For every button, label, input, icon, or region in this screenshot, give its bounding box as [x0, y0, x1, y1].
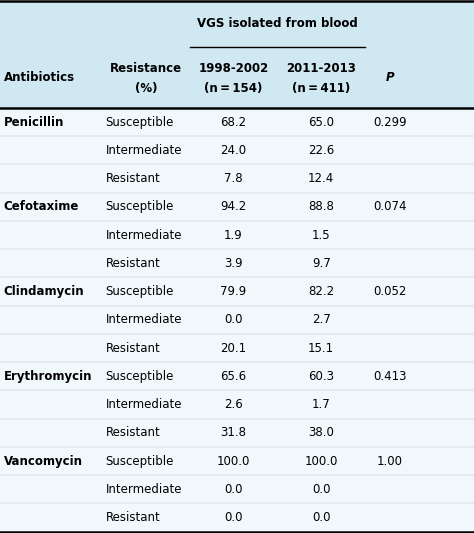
Bar: [0, 221, 474, 249]
Text: 88.8: 88.8: [308, 200, 334, 213]
Text: 82.2: 82.2: [308, 285, 334, 298]
Bar: [0, 1, 474, 108]
Text: 24.0: 24.0: [220, 144, 246, 157]
Text: 1.00: 1.00: [377, 455, 403, 467]
Text: 0.0: 0.0: [224, 313, 243, 326]
Text: Cefotaxime: Cefotaxime: [4, 200, 79, 213]
Bar: [0, 277, 474, 306]
Text: 31.8: 31.8: [220, 426, 246, 439]
Bar: [0, 192, 474, 221]
Text: Penicillin: Penicillin: [4, 116, 64, 128]
Text: 38.0: 38.0: [308, 426, 334, 439]
Text: Erythromycin: Erythromycin: [4, 370, 92, 383]
Text: 2.6: 2.6: [224, 398, 243, 411]
Text: 94.2: 94.2: [220, 200, 246, 213]
Text: (n = 154): (n = 154): [204, 83, 263, 95]
Text: 1.7: 1.7: [312, 398, 330, 411]
Text: 2011-2013: 2011-2013: [286, 62, 356, 75]
Text: Susceptible: Susceptible: [106, 285, 174, 298]
Text: 2.7: 2.7: [312, 313, 330, 326]
Bar: [0, 447, 474, 475]
Text: 1.5: 1.5: [312, 229, 330, 241]
Text: 1998-2002: 1998-2002: [198, 62, 269, 75]
Text: 0.052: 0.052: [373, 285, 407, 298]
Text: 0.074: 0.074: [373, 200, 407, 213]
Text: Intermediate: Intermediate: [106, 313, 182, 326]
Text: 7.8: 7.8: [224, 172, 243, 185]
Text: 22.6: 22.6: [308, 144, 334, 157]
Text: 12.4: 12.4: [308, 172, 334, 185]
Text: 3.9: 3.9: [224, 257, 243, 270]
Text: 20.1: 20.1: [220, 342, 246, 354]
Text: Intermediate: Intermediate: [106, 398, 182, 411]
Text: 100.0: 100.0: [304, 455, 338, 467]
Text: Resistance: Resistance: [109, 62, 182, 75]
Text: 0.0: 0.0: [312, 483, 330, 496]
Text: Clindamycin: Clindamycin: [4, 285, 84, 298]
Text: 65.6: 65.6: [220, 370, 246, 383]
Text: Resistant: Resistant: [106, 342, 161, 354]
Text: Intermediate: Intermediate: [106, 483, 182, 496]
Text: 15.1: 15.1: [308, 342, 334, 354]
Text: 79.9: 79.9: [220, 285, 246, 298]
Bar: [0, 136, 474, 164]
Bar: [0, 503, 474, 531]
Bar: [0, 334, 474, 362]
Text: Resistant: Resistant: [106, 172, 161, 185]
Text: Intermediate: Intermediate: [106, 144, 182, 157]
Text: 100.0: 100.0: [217, 455, 250, 467]
Text: 60.3: 60.3: [308, 370, 334, 383]
Text: 0.299: 0.299: [373, 116, 407, 128]
Text: Resistant: Resistant: [106, 426, 161, 439]
Bar: [0, 419, 474, 447]
Text: P: P: [385, 71, 394, 84]
Bar: [0, 249, 474, 277]
Text: Resistant: Resistant: [106, 511, 161, 524]
Text: 0.0: 0.0: [312, 511, 330, 524]
Text: 0.0: 0.0: [224, 483, 243, 496]
Text: Susceptible: Susceptible: [106, 116, 174, 128]
Bar: [0, 475, 474, 503]
Text: Vancomycin: Vancomycin: [4, 455, 83, 467]
Bar: [0, 164, 474, 193]
Text: 1.9: 1.9: [224, 229, 243, 241]
Text: VGS isolated from blood: VGS isolated from blood: [197, 18, 358, 30]
Text: 65.0: 65.0: [308, 116, 334, 128]
Bar: [0, 362, 474, 390]
Text: Susceptible: Susceptible: [106, 370, 174, 383]
Bar: [0, 306, 474, 334]
Bar: [0, 390, 474, 419]
Bar: [0, 108, 474, 136]
Text: 0.0: 0.0: [224, 511, 243, 524]
Text: Intermediate: Intermediate: [106, 229, 182, 241]
Text: Susceptible: Susceptible: [106, 200, 174, 213]
Text: 0.413: 0.413: [373, 370, 407, 383]
Text: (%): (%): [135, 83, 157, 95]
Text: Antibiotics: Antibiotics: [4, 71, 75, 84]
Text: (n = 411): (n = 411): [292, 83, 350, 95]
Text: 9.7: 9.7: [312, 257, 330, 270]
Text: Susceptible: Susceptible: [106, 455, 174, 467]
Text: 68.2: 68.2: [220, 116, 246, 128]
Text: Resistant: Resistant: [106, 257, 161, 270]
